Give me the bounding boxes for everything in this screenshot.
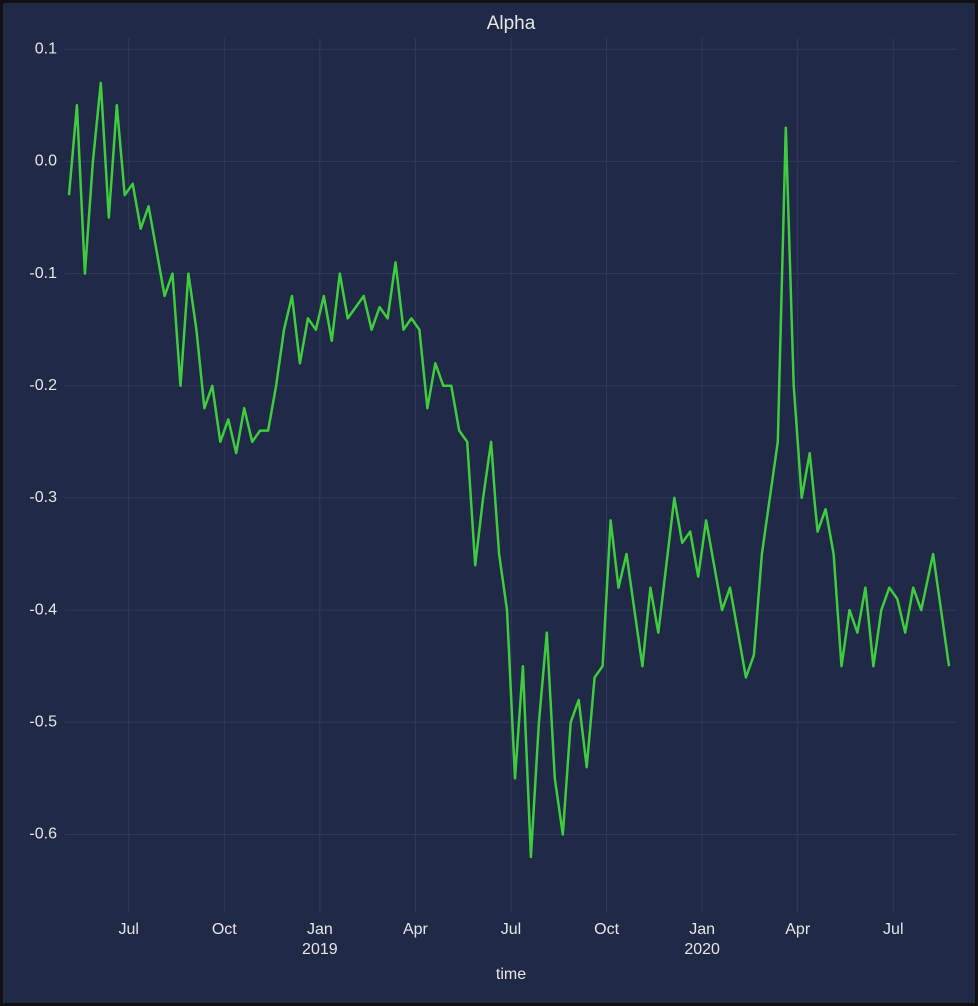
- x-tick-year: 2019: [302, 941, 338, 958]
- y-tick-label: -0.6: [29, 826, 57, 843]
- x-tick-label: Oct: [212, 921, 237, 938]
- y-tick-label: -0.2: [29, 377, 57, 394]
- x-tick-label: Jan: [307, 921, 333, 938]
- data-line: [67, 81, 951, 859]
- y-tick-label: -0.3: [29, 489, 57, 506]
- y-tick-label: -0.4: [29, 601, 57, 618]
- x-tick-year: 2020: [684, 941, 720, 958]
- x-tick-label: Apr: [403, 921, 429, 938]
- y-tick-label: -0.5: [29, 714, 57, 731]
- x-tick-label: Jul: [118, 921, 138, 938]
- x-tick-label: Oct: [594, 921, 619, 938]
- x-axis-label: time: [496, 966, 526, 983]
- x-tick-label: Jan: [689, 921, 715, 938]
- y-tick-label: 0.1: [35, 40, 57, 57]
- y-tick-label: 0.0: [35, 153, 57, 170]
- y-tick-label: -0.1: [29, 265, 57, 282]
- chart-title: Alpha: [487, 13, 536, 34]
- x-tick-label: Jul: [883, 921, 903, 938]
- background: [3, 3, 975, 1003]
- x-tick-label: Jul: [501, 921, 521, 938]
- x-tick-label: Apr: [785, 921, 811, 938]
